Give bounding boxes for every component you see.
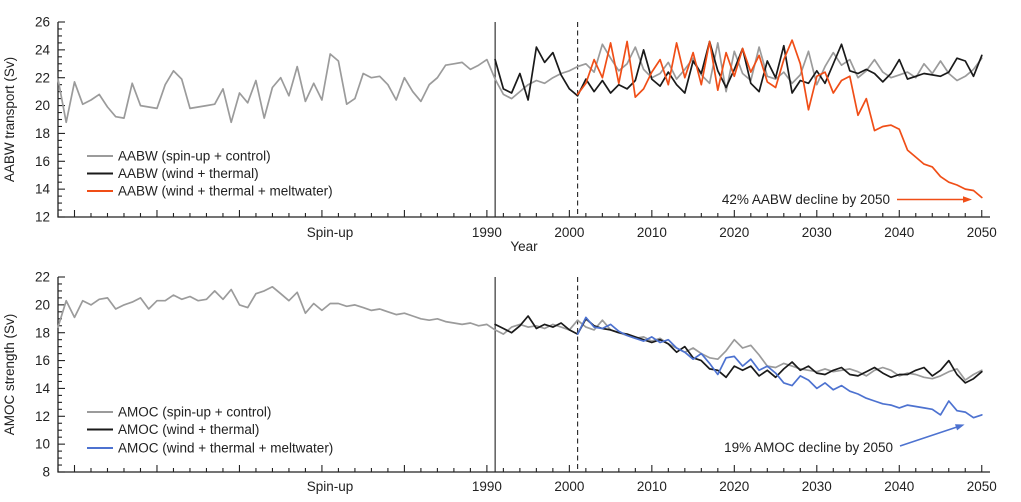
legend: AMOC (spin-up + control) AMOC (wind + the… xyxy=(87,405,333,456)
amoc-chart-panel: 8 10 12 14 16 18 20 22 1990 2000 2010 2020 2030 2040 2… xyxy=(2,270,997,494)
series-line-amoc-spin-up-control xyxy=(57,285,983,381)
y-tick-label-8: 8 xyxy=(42,465,50,480)
y-tick-label-14: 14 xyxy=(35,381,51,396)
y-tick-label-26: 26 xyxy=(35,15,50,30)
legend-item-amoc-wind-thermal-meltwater: AMOC (wind + thermal + meltwater) xyxy=(87,441,333,456)
y-tick-label-20: 20 xyxy=(35,98,50,113)
legend-item-aabw-wind-thermal: AABW (wind + thermal) xyxy=(87,166,259,181)
spin-up-label: Spin-up xyxy=(307,225,354,240)
spin-up-label: Spin-up xyxy=(307,479,354,494)
annotation-amoc-decline: 19% AMOC decline by 2050 xyxy=(724,424,965,455)
annotation-text: 42% AABW decline by 2050 xyxy=(722,192,890,207)
series-line-aabw-wind-thermal-meltwater xyxy=(576,39,983,199)
x-tick-label-2050: 2050 xyxy=(967,479,997,494)
y-tick-label-24: 24 xyxy=(35,42,51,57)
annotation-text: 19% AMOC decline by 2050 xyxy=(724,440,893,455)
y-axis-title: AABW transport (Sv) xyxy=(2,57,17,182)
y-axis-ticks: 8 10 12 14 16 18 20 22 xyxy=(35,270,65,480)
x-tick-label-2050: 2050 xyxy=(967,225,997,240)
x-tick-label-2010: 2010 xyxy=(637,479,667,494)
x-tick-label-2040: 2040 xyxy=(884,225,914,240)
y-tick-label-18: 18 xyxy=(35,325,50,340)
aabw-chart-panel: 12 14 16 18 20 22 24 26 1990 2000 2010 2020 2030 2040… xyxy=(2,15,997,254)
x-tick-label-2020: 2020 xyxy=(719,479,749,494)
annotation-aabw-decline: 42% AABW decline by 2050 xyxy=(722,192,972,207)
legend-label: AABW (wind + thermal) xyxy=(118,166,259,181)
x-tick-label-2020: 2020 xyxy=(719,225,749,240)
legend-label: AMOC (spin-up + control) xyxy=(118,405,271,420)
y-tick-label-16: 16 xyxy=(35,353,50,368)
legend-label: AABW (spin-up + control) xyxy=(118,149,271,164)
x-axis-title: Year xyxy=(510,239,538,254)
legend-item-aabw-spin-up-control: AABW (spin-up + control) xyxy=(87,149,271,164)
y-axis-title: AMOC strength (Sv) xyxy=(2,314,17,436)
x-tick-label-2030: 2030 xyxy=(802,225,832,240)
annotation-arrow-line xyxy=(899,426,958,447)
x-tick-label-1990: 1990 xyxy=(472,225,502,240)
legend-label: AMOC (wind + thermal) xyxy=(118,422,259,437)
legend-item-amoc-wind-thermal: AMOC (wind + thermal) xyxy=(87,422,259,437)
x-tick-label-2000: 2000 xyxy=(554,225,584,240)
legend-label: AABW (wind + thermal + meltwater) xyxy=(118,184,333,199)
y-tick-label-12: 12 xyxy=(35,210,50,225)
annotation-arrow-head-icon xyxy=(963,196,972,203)
x-tick-label-1990: 1990 xyxy=(472,479,502,494)
x-tick-label-2030: 2030 xyxy=(802,479,832,494)
legend-item-aabw-wind-thermal-meltwater: AABW (wind + thermal + meltwater) xyxy=(87,184,333,199)
y-tick-label-10: 10 xyxy=(35,437,50,452)
x-tick-label-2040: 2040 xyxy=(884,479,914,494)
legend-item-amoc-spin-up-control: AMOC (spin-up + control) xyxy=(87,405,271,420)
y-tick-label-20: 20 xyxy=(35,297,50,312)
y-tick-label-14: 14 xyxy=(35,182,51,197)
legend-label: AMOC (wind + thermal + meltwater) xyxy=(118,441,333,456)
series-line-amoc-wind-thermal xyxy=(494,315,983,384)
y-tick-label-16: 16 xyxy=(35,154,50,169)
annotation-arrow-head-icon xyxy=(955,424,965,431)
y-axis-ticks: 12 14 16 18 20 22 24 26 xyxy=(35,15,65,225)
y-tick-label-22: 22 xyxy=(35,270,50,285)
series-line-aabw-wind-thermal xyxy=(494,40,983,101)
x-axis-ticks: 1990 2000 2010 2020 2030 2040 2050 xyxy=(57,465,997,494)
x-tick-label-2000: 2000 xyxy=(554,479,584,494)
series-line-aabw-spin-up-control xyxy=(57,42,983,124)
series-line-amoc-wind-thermal-meltwater xyxy=(576,316,983,419)
x-tick-label-2010: 2010 xyxy=(637,225,667,240)
x-axis-ticks: 1990 2000 2010 2020 2030 2040 2050 xyxy=(57,210,997,240)
y-tick-label-18: 18 xyxy=(35,126,50,141)
y-tick-label-22: 22 xyxy=(35,70,50,85)
y-tick-label-12: 12 xyxy=(35,409,50,424)
legend: AABW (spin-up + control) AABW (wind + the… xyxy=(87,149,333,199)
